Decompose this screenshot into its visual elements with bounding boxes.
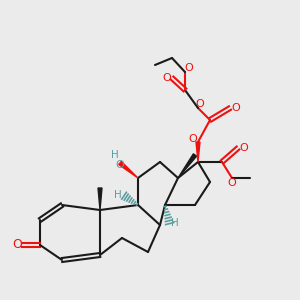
Text: O: O <box>240 143 248 153</box>
Text: O: O <box>232 103 240 113</box>
Text: O: O <box>12 238 22 251</box>
Polygon shape <box>196 142 200 162</box>
Text: H: H <box>114 190 122 200</box>
Polygon shape <box>119 161 138 178</box>
Text: O: O <box>189 134 197 144</box>
Polygon shape <box>98 188 102 210</box>
Text: O: O <box>228 178 236 188</box>
Polygon shape <box>178 154 196 178</box>
Text: H: H <box>111 150 119 160</box>
Text: O: O <box>184 63 194 73</box>
Text: O: O <box>163 73 171 83</box>
Text: O: O <box>196 99 204 109</box>
Text: O: O <box>116 160 124 170</box>
Text: H: H <box>171 218 179 228</box>
